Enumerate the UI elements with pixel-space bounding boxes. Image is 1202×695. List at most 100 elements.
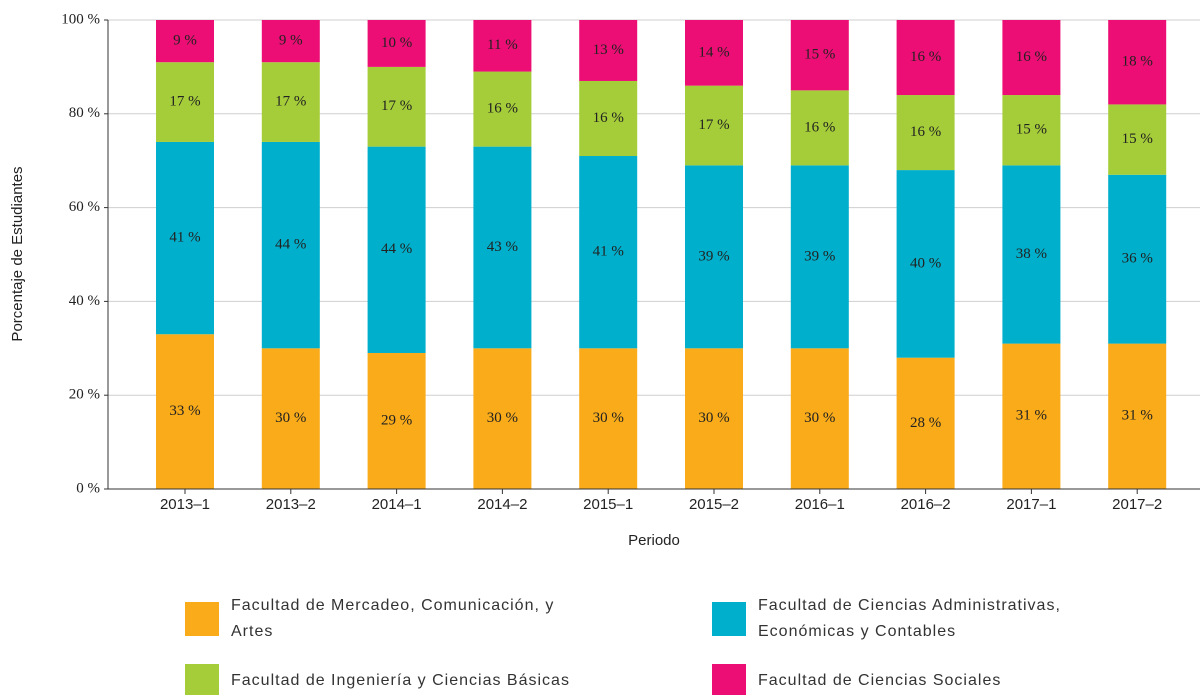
bar-segment <box>473 348 532 489</box>
bar-segment <box>685 20 743 86</box>
legend-swatch <box>712 664 746 695</box>
y-tick-label: 100 % <box>61 11 100 27</box>
legend-label: Facultad de Ciencias Administrativas, Ec… <box>758 597 1061 640</box>
bar-segment <box>473 71 532 147</box>
data-label: 33 % <box>169 403 200 419</box>
bar-segment <box>685 165 743 349</box>
bar-segment <box>1108 104 1167 175</box>
data-label: 15 % <box>804 47 835 63</box>
bar-segment <box>896 170 955 358</box>
data-label: 28 % <box>910 415 941 431</box>
legend-swatch <box>712 602 746 636</box>
data-label: 39 % <box>804 248 835 264</box>
data-label: 11 % <box>487 37 518 53</box>
y-tick-label: 40 % <box>69 293 100 309</box>
data-label: 9 % <box>279 33 303 49</box>
data-label: 13 % <box>593 42 624 58</box>
x-tick-label: 2017–1 <box>1006 496 1056 513</box>
bar-segment <box>473 20 532 72</box>
bar-segment <box>156 20 214 63</box>
legend-swatch <box>185 664 219 695</box>
bar-segment <box>367 66 426 147</box>
data-label: 18 % <box>1122 54 1153 70</box>
bar-segment <box>790 165 849 349</box>
y-tick-label: 20 % <box>69 387 100 403</box>
bar-segment <box>261 20 320 63</box>
bar-segment <box>579 156 638 349</box>
data-label: 16 % <box>487 101 518 117</box>
bar-segment <box>156 62 214 142</box>
data-label: 30 % <box>593 410 624 426</box>
x-tick-label: 2014–2 <box>477 496 527 513</box>
data-label: 36 % <box>1122 251 1153 267</box>
data-label: 41 % <box>169 230 200 246</box>
data-label: 14 % <box>698 44 729 60</box>
plot: Periodo Porcentaje de Estudiantes 0 % 20 … <box>9 11 1200 549</box>
bar-segment <box>473 146 532 349</box>
data-label: 16 % <box>593 110 624 126</box>
data-label: 31 % <box>1016 408 1047 424</box>
bar-segment <box>367 20 426 67</box>
data-label: 29 % <box>381 412 412 428</box>
data-label: 17 % <box>698 117 729 133</box>
bar-segment <box>579 348 638 489</box>
legend-item: Facultad de Mercadeo, Comunicación, y Ar… <box>185 593 561 645</box>
bar-segment <box>896 95 955 171</box>
legend-item: Facultad de Ingeniería y Ciencias Básica… <box>185 664 631 695</box>
data-label: 39 % <box>698 248 729 264</box>
x-tick-label: 2015–2 <box>689 496 739 513</box>
y-tick-label: 80 % <box>69 105 100 121</box>
data-label: 38 % <box>1016 246 1047 262</box>
data-label: 44 % <box>275 237 306 253</box>
data-label: 16 % <box>1016 49 1047 65</box>
bar-segment <box>790 20 849 91</box>
data-label: 30 % <box>698 410 729 426</box>
bar-segment <box>685 85 743 166</box>
y-axis-label: Porcentaje de Estudiantes <box>9 166 26 341</box>
legend-label: Facultad de Ingeniería y Ciencias Básica… <box>231 672 570 689</box>
x-axis-label: Periodo <box>628 532 680 549</box>
bar-segment <box>790 90 849 166</box>
x-tick-label: 2013–1 <box>160 496 210 513</box>
bar-segment <box>896 20 955 96</box>
data-label: 17 % <box>275 94 306 110</box>
bar-segment <box>790 348 849 489</box>
data-label: 16 % <box>910 49 941 65</box>
legend-item: Facultad de Ciencias Administrativas, Ec… <box>712 593 1158 645</box>
data-label: 15 % <box>1122 131 1153 147</box>
x-tick-label: 2015–1 <box>583 496 633 513</box>
bar-segment <box>896 357 955 489</box>
legend-item: Facultad de Ciencias Sociales <box>712 664 1158 695</box>
bar-segment <box>367 146 426 353</box>
data-label: 43 % <box>487 239 518 255</box>
bar-segment <box>685 348 743 489</box>
x-tick-label: 2016–2 <box>901 496 951 513</box>
data-label: 15 % <box>1016 122 1047 138</box>
legend-swatch <box>185 602 219 636</box>
data-label: 40 % <box>910 255 941 271</box>
y-tick-label: 60 % <box>69 199 100 215</box>
bar-segment <box>156 334 214 489</box>
y-tick-label: 0 % <box>76 480 100 496</box>
bar-segment <box>1108 174 1167 344</box>
data-label: 30 % <box>804 410 835 426</box>
x-tick-label: 2014–1 <box>372 496 422 513</box>
legend-label: Facultad de Mercadeo, Comunicación, y Ar… <box>231 597 555 640</box>
data-label: 16 % <box>804 119 835 135</box>
bar-segment <box>1108 20 1167 105</box>
data-label: 30 % <box>275 410 306 426</box>
bar-segment <box>1002 165 1061 344</box>
bar-segment <box>367 352 426 489</box>
data-label: 17 % <box>169 94 200 110</box>
bar-segment <box>1108 343 1167 489</box>
data-label: 16 % <box>910 124 941 140</box>
data-label: 30 % <box>487 410 518 426</box>
x-tick-label: 2016–1 <box>795 496 845 513</box>
x-tick-label: 2017–2 <box>1112 496 1162 513</box>
bar-segment <box>1002 20 1061 96</box>
bar-segment <box>579 20 638 81</box>
x-tick-label: 2013–2 <box>266 496 316 513</box>
data-label: 44 % <box>381 241 412 257</box>
data-label: 41 % <box>593 244 624 260</box>
